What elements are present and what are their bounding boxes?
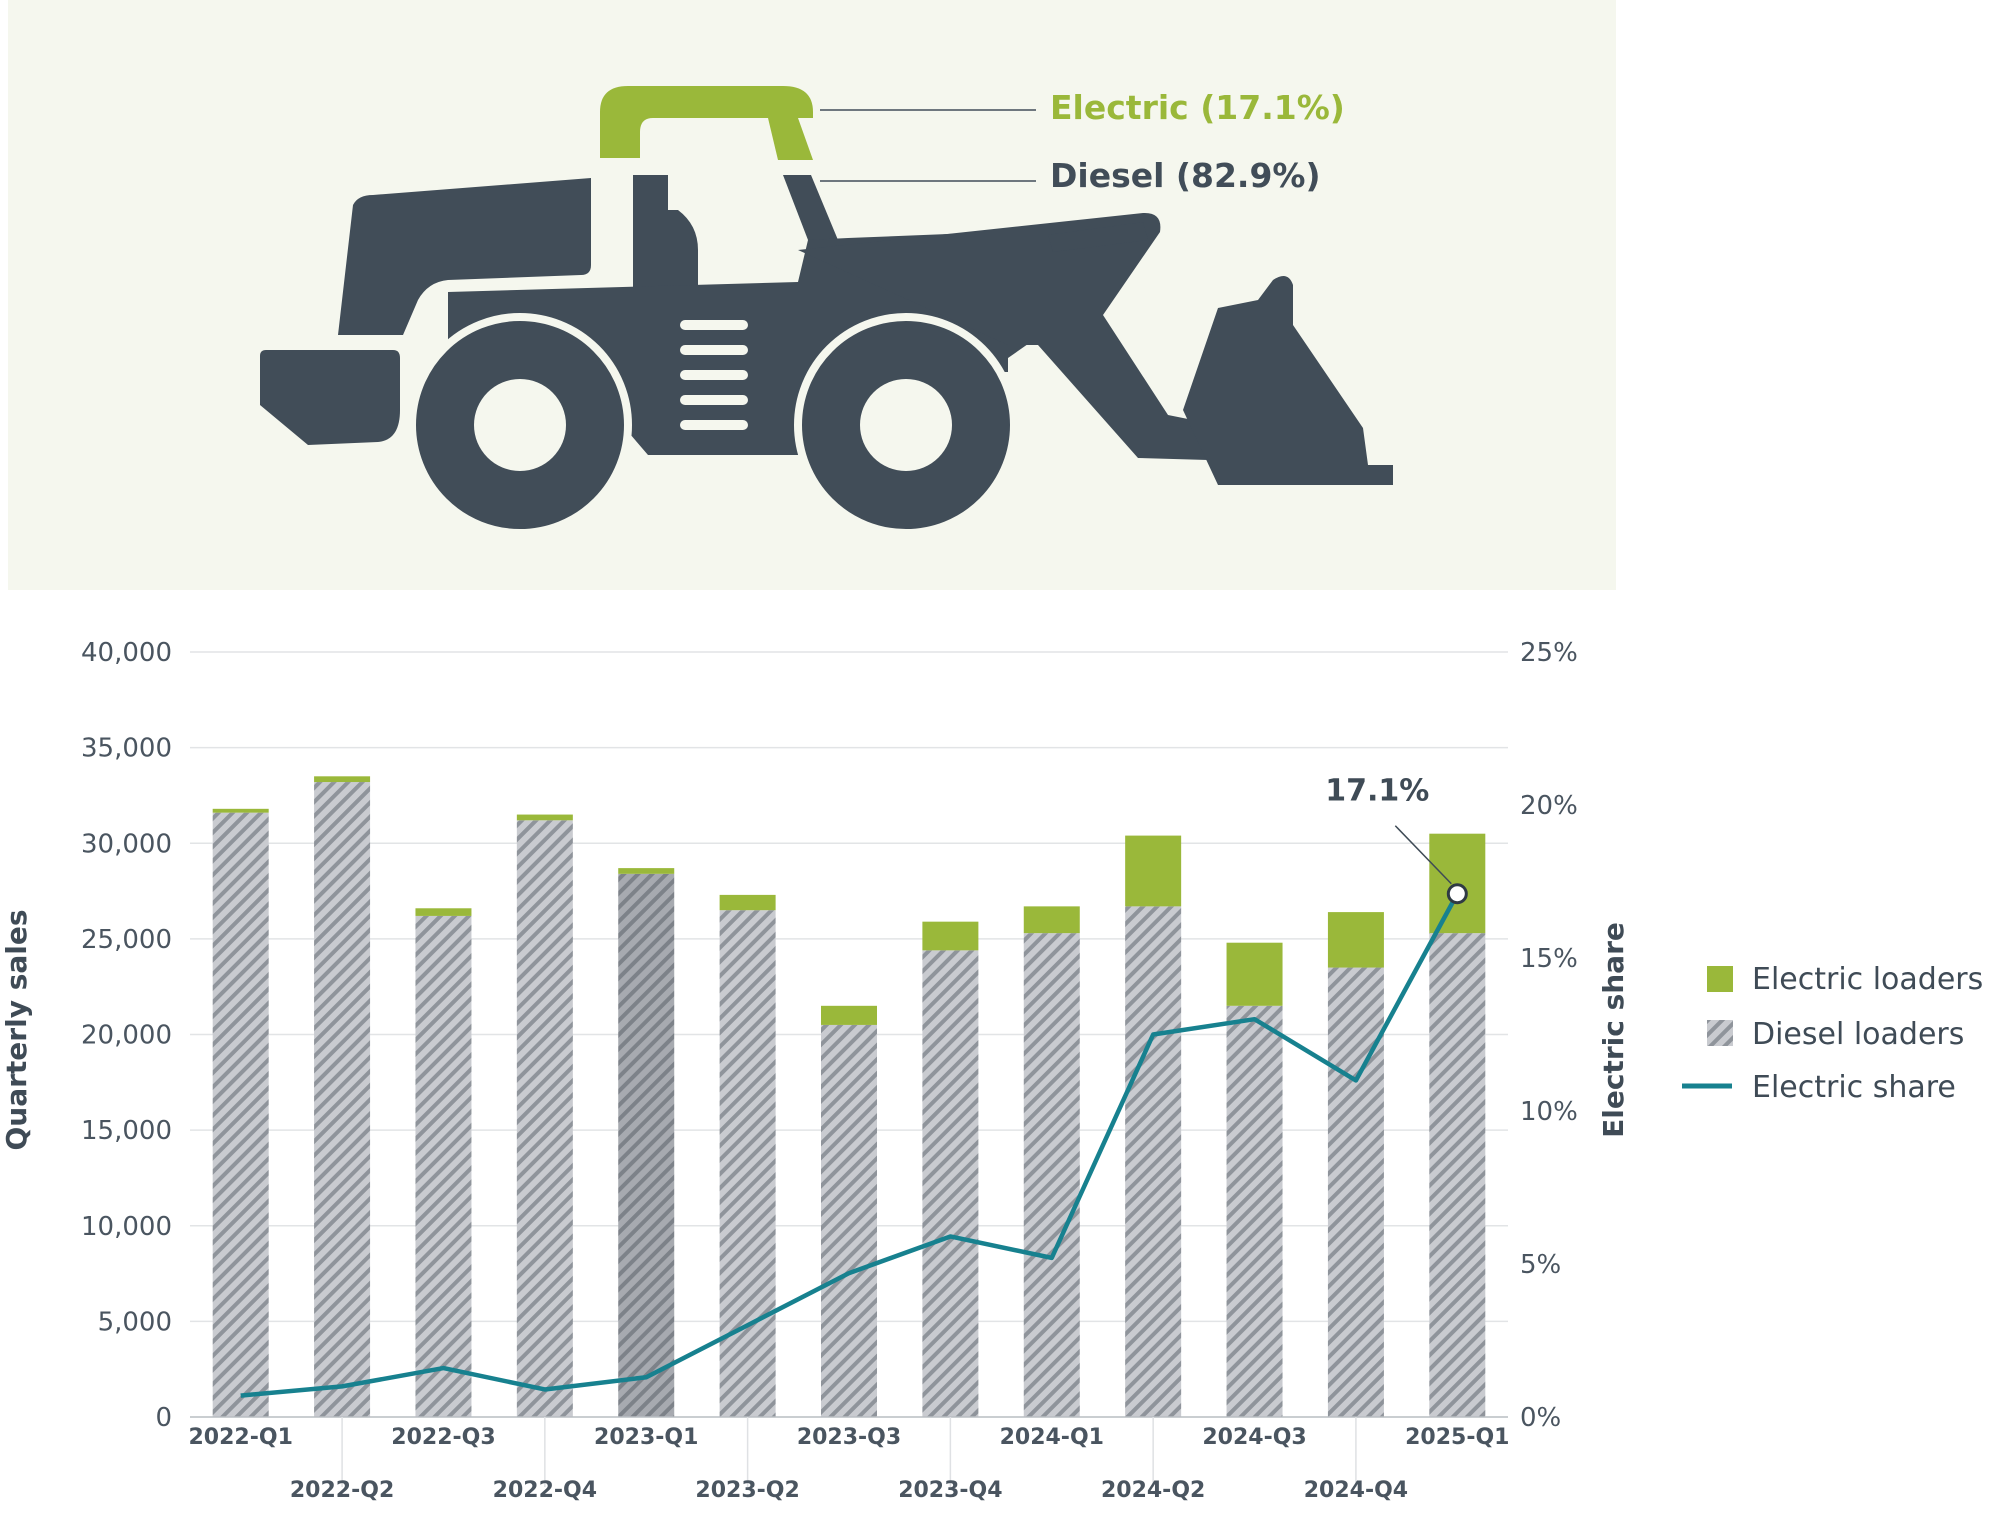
bar-diesel	[415, 915, 472, 1417]
bar-diesel	[922, 950, 979, 1417]
x-tick-label: 2024-Q1	[1000, 1425, 1104, 1450]
bar-diesel	[1327, 967, 1384, 1417]
left-axis-title: Quarterly sales	[0, 909, 33, 1150]
bar-electric	[415, 908, 472, 916]
x-tick-label: 2022-Q2	[290, 1478, 394, 1503]
share-line	[240, 892, 1460, 1398]
annotation-leader	[1394, 825, 1452, 885]
left-tick-label: 40,000	[81, 638, 172, 668]
x-tick-label: 2023-Q1	[594, 1425, 698, 1450]
left-tick-label: 15,000	[81, 1116, 172, 1146]
x-tick-label: 2022-Q4	[493, 1478, 597, 1503]
x-tick-label: 2024-Q2	[1101, 1478, 1205, 1503]
right-axis-title: Electric share	[1597, 922, 1630, 1138]
x-axis: 2022-Q1 2022-Q2 2022-Q3 2022-Q4 2023-Q1 2023-…	[189, 1416, 1509, 1503]
left-axis-ticks: 0 5,000 10,000 15,000 20,000 25,000 30,000 35,0…	[81, 638, 172, 1433]
left-tick-label: 25,000	[81, 925, 172, 955]
bar-diesel	[1125, 906, 1182, 1417]
loader-infographic: Electric (17.1%) Diesel (82.9%)	[8, 0, 1616, 590]
bar-diesel	[821, 1024, 877, 1417]
x-tick-label: 2023-Q3	[797, 1425, 901, 1450]
bar-electric	[1226, 942, 1283, 1006]
right-axis-ticks: 0% 5% 10% 15% 20% 25%	[1520, 638, 1578, 1433]
bar-electric	[922, 921, 979, 951]
cab-pillar	[783, 175, 838, 240]
diesel-callout-label: Diesel (82.9%)	[1050, 156, 1321, 195]
right-tick-label: 5%	[1520, 1250, 1561, 1280]
cab-pillar-electric	[768, 118, 813, 160]
left-tick-label: 30,000	[81, 829, 172, 859]
bar-diesel	[314, 782, 371, 1417]
right-tick-label: 20%	[1520, 791, 1578, 821]
bar-diesel	[618, 873, 675, 1417]
right-tick-label: 0%	[1520, 1403, 1561, 1433]
bar-diesel	[719, 910, 776, 1417]
x-tick-label: 2023-Q4	[898, 1478, 1002, 1503]
annotation-label: 17.1%	[1325, 774, 1429, 809]
x-tick-label: 2025-Q1	[1405, 1425, 1509, 1450]
x-tick-label: 2024-Q4	[1304, 1478, 1408, 1503]
right-tick-label: 10%	[1520, 1097, 1578, 1127]
left-tick-label: 35,000	[81, 734, 172, 764]
bar-electric	[516, 814, 573, 821]
cab-seat	[633, 175, 698, 290]
x-tick-label: 2023-Q2	[695, 1478, 799, 1503]
legend-label-diesel: Diesel loaders	[1752, 1017, 1964, 1052]
bar-diesel	[1429, 933, 1486, 1417]
bar-electric	[314, 776, 371, 783]
bar-electric	[821, 1005, 877, 1025]
right-tick-label: 15%	[1520, 944, 1578, 974]
bar-diesel	[212, 812, 269, 1417]
legend-swatch-diesel	[1707, 1020, 1733, 1046]
bar-diesel	[516, 820, 573, 1417]
left-tick-label: 0	[155, 1403, 172, 1433]
bar-electric	[719, 894, 776, 911]
engine-hood	[338, 178, 591, 335]
x-tick-label: 2022-Q3	[391, 1425, 495, 1450]
legend-label-electric: Electric loaders	[1752, 962, 1983, 997]
annotation-marker	[1446, 883, 1468, 905]
x-tick-label: 2024-Q3	[1202, 1425, 1306, 1450]
boom-arm	[798, 212, 1218, 460]
legend-label-share: Electric share	[1752, 1070, 1956, 1105]
legend: Electric loaders Diesel loaders Electric…	[1682, 962, 1983, 1105]
wheel-loader-icon	[260, 86, 1393, 537]
bar-electric	[212, 808, 269, 813]
bar-electric	[618, 868, 675, 874]
left-tick-label: 5,000	[98, 1307, 172, 1337]
legend-swatch-electric	[1707, 966, 1733, 992]
sales-chart: 0 5,000 10,000 15,000 20,000 25,000 30,000 35,0…	[0, 638, 1983, 1503]
bar-electric	[1023, 906, 1080, 934]
bar-electric	[1125, 835, 1182, 907]
counterweight	[260, 350, 400, 445]
bucket	[1183, 276, 1393, 485]
electric-share-line: 17.1%	[240, 774, 1468, 1398]
x-tick-label: 2022-Q1	[189, 1425, 293, 1450]
right-tick-label: 25%	[1520, 638, 1578, 668]
bar-diesel	[1226, 1005, 1283, 1417]
bar-electric	[1327, 912, 1384, 968]
bar-diesel	[1023, 933, 1080, 1417]
left-tick-label: 10,000	[81, 1212, 172, 1242]
electric-callout-label: Electric (17.1%)	[1050, 88, 1345, 127]
left-tick-label: 20,000	[81, 1021, 172, 1051]
cab-roof-electric	[600, 86, 813, 158]
